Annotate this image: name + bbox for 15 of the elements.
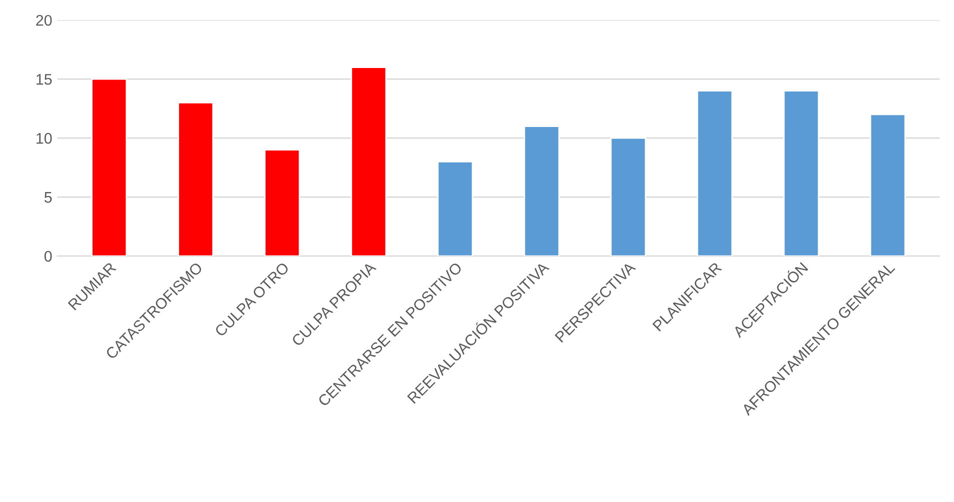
y-tick-label: 10 [36, 132, 52, 144]
bar [610, 137, 646, 256]
bar [783, 90, 820, 256]
bar [178, 102, 214, 256]
bar [264, 149, 300, 256]
bar [437, 160, 474, 256]
y-tick-label: 20 [36, 14, 52, 26]
y-tick-label: 0 [44, 250, 52, 262]
bar [350, 66, 387, 256]
y-tick-label: 15 [36, 74, 52, 85]
bar [524, 126, 560, 256]
bar [870, 114, 906, 256]
y-tick-label: 5 [44, 192, 52, 203]
bar [91, 78, 128, 256]
bar [696, 90, 733, 256]
